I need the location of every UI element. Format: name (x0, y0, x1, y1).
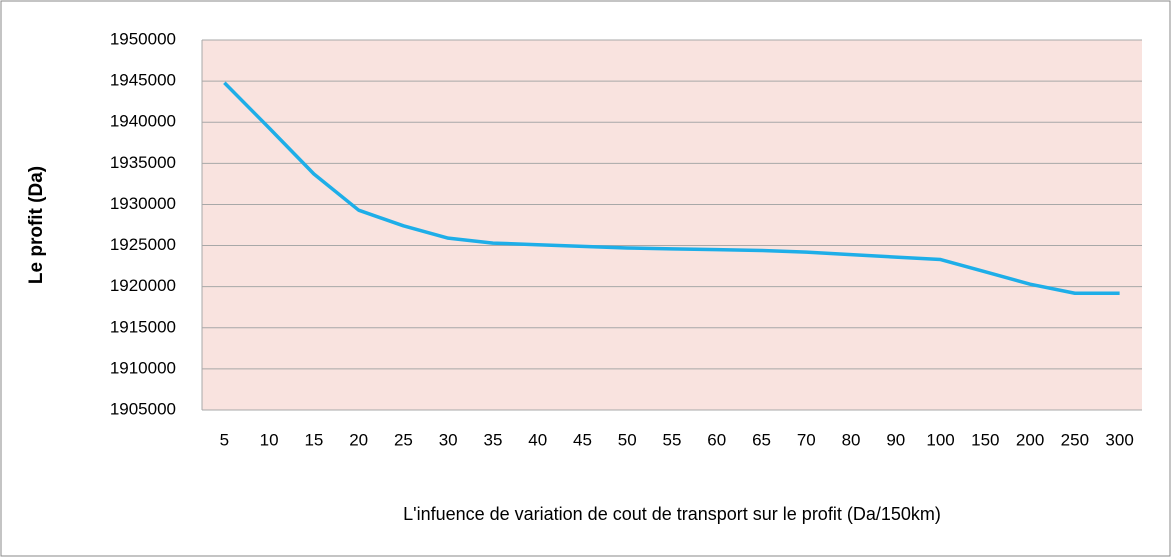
x-tick-label: 90 (886, 430, 905, 449)
x-tick-label: 55 (663, 430, 682, 449)
line-series (223, 81, 1120, 295)
x-axis-label: L'infuence de variation de cout de trans… (403, 504, 941, 524)
x-tick-label: 25 (394, 430, 413, 449)
y-tick-label: 1925000 (110, 235, 176, 254)
x-tick-label: 200 (1016, 430, 1044, 449)
x-tick-label: 30 (439, 430, 458, 449)
x-tick-label: 80 (842, 430, 861, 449)
y-tick-label: 1940000 (110, 112, 176, 131)
y-tick-label: 1935000 (110, 153, 176, 172)
x-tick-label: 70 (797, 430, 816, 449)
x-tick-label: 20 (349, 430, 368, 449)
y-tick-label: 1920000 (110, 276, 176, 295)
y-tick-label: 1910000 (110, 358, 176, 377)
x-tick-label: 65 (752, 430, 771, 449)
x-tick-label: 15 (304, 430, 323, 449)
y-tick-label: 1950000 (110, 29, 176, 48)
x-tick-label: 40 (528, 430, 547, 449)
x-tick-label: 10 (260, 430, 279, 449)
plot-area (202, 40, 1142, 410)
y-tick-label: 1905000 (110, 399, 176, 418)
x-tick-label: 250 (1061, 430, 1089, 449)
y-axis-label: Le profit (Da) (26, 166, 47, 284)
x-tick-label: 150 (971, 430, 999, 449)
y-tick-label: 1930000 (110, 194, 176, 213)
x-tick-label: 60 (707, 430, 726, 449)
y-tick-label: 1945000 (110, 71, 176, 90)
x-tick-label: 5 (220, 430, 229, 449)
x-tick-label: 300 (1105, 430, 1133, 449)
x-tick-label: 100 (926, 430, 954, 449)
y-tick-label: 1915000 (110, 317, 176, 336)
x-tick-label: 35 (483, 430, 502, 449)
x-tick-label: 50 (618, 430, 637, 449)
x-tick-label: 45 (573, 430, 592, 449)
